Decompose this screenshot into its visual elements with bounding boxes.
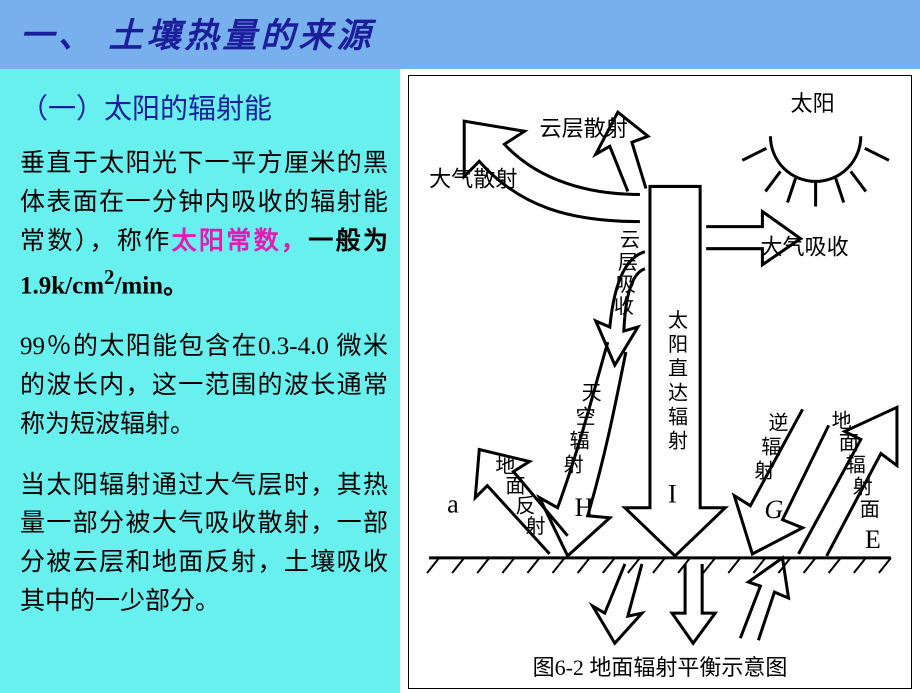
content-row: （一）太阳的辐射能 垂直于太阳光下一平方厘米的黑体表面在一分钟内吸收的辐射能常数… [0,69,920,693]
p1-highlight: 太阳常数， [172,228,309,255]
sun-icon [742,136,889,206]
diagram-caption: 图6-2 地面辐射平衡示意图 [409,650,911,682]
label-atm-scatter: 大气散射 [429,166,517,191]
subsurface-arrows [593,558,789,643]
label-a: a [447,490,459,519]
radiation-diagram: 太阳 [409,76,911,688]
title-bar: 一、 土壤热量的来源 [0,0,920,69]
ground-hatch [427,558,891,573]
diagram-box: 太阳 [408,75,912,689]
text-panel: （一）太阳的辐射能 垂直于太阳光下一平方厘米的黑体表面在一分钟内吸收的辐射能常数… [0,69,400,693]
vertical-labels: 云层吸收 太阳直达辐射 天空辐射 逆辐射 地面辐射面 地面反射 [495,230,880,538]
slide: 一、 土壤热量的来源 （一）太阳的辐射能 垂直于太阳光下一平方厘米的黑体表面在一… [0,0,920,690]
section-subtitle: （一）太阳的辐射能 [20,87,388,127]
p1-seg-d: /min。 [114,273,188,300]
p1-sup: 2 [104,265,114,289]
label-cloud-scatter: 云层散射 [540,116,628,141]
diagram-panel: 太阳 [400,69,920,693]
paragraph-1: 垂直于太阳光下一平方厘米的黑体表面在一分钟内吸收的辐射能常数），称作太阳常数，一… [20,145,388,306]
label-sun: 太阳 [791,91,835,116]
label-E: E [865,525,881,554]
slide-title: 一、 土壤热量的来源 [20,8,900,57]
label-G: G [764,495,783,524]
label-H: H [575,493,594,522]
paragraph-3: 当太阳辐射通过大气层时，其热量一部分被大气吸收散射，一部分被云层和地面反射，土壤… [20,467,388,622]
paragraph-2: 99％的太阳能包含在0.3-4.0 微米的波长内，这一范围的波长通常称为短波辐射… [20,328,388,444]
label-atm-absorb: 大气吸收 [760,235,848,260]
label-I: I [668,480,677,509]
svg-text:太阳直达辐射: 太阳直达辐射 [668,309,688,452]
